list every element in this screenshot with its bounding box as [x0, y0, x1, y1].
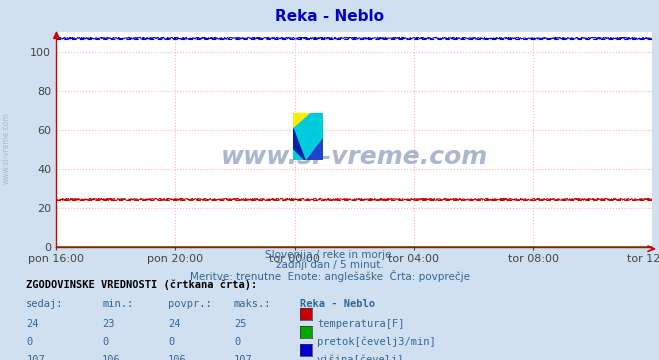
Text: 107: 107: [26, 355, 45, 360]
Text: Meritve: trenutne  Enote: anglešaške  Črta: povprečje: Meritve: trenutne Enote: anglešaške Črta…: [190, 270, 469, 282]
Text: 0: 0: [102, 337, 108, 347]
Text: Slovenija / reke in morje.: Slovenija / reke in morje.: [264, 250, 395, 260]
Text: min.:: min.:: [102, 299, 133, 309]
Text: višina[čevelj]: višina[čevelj]: [317, 355, 405, 360]
Polygon shape: [293, 129, 305, 160]
Polygon shape: [293, 113, 323, 160]
Polygon shape: [293, 113, 323, 148]
Polygon shape: [293, 113, 323, 160]
Text: sedaj:: sedaj:: [26, 299, 64, 309]
Text: 107: 107: [234, 355, 252, 360]
Text: 24: 24: [26, 319, 39, 329]
Text: Reka - Neblo: Reka - Neblo: [300, 299, 375, 309]
Text: pretok[čevelj3/min]: pretok[čevelj3/min]: [317, 337, 436, 347]
Text: 23: 23: [102, 319, 115, 329]
Text: www.si-vreme.com: www.si-vreme.com: [2, 112, 11, 184]
Text: povpr.:: povpr.:: [168, 299, 212, 309]
Text: maks.:: maks.:: [234, 299, 272, 309]
Text: 0: 0: [26, 337, 32, 347]
Text: 24: 24: [168, 319, 181, 329]
Text: zadnji dan / 5 minut.: zadnji dan / 5 minut.: [275, 260, 384, 270]
Text: 0: 0: [234, 337, 240, 347]
Text: 106: 106: [102, 355, 121, 360]
Text: 0: 0: [168, 337, 174, 347]
Text: 106: 106: [168, 355, 186, 360]
Text: www.si-vreme.com: www.si-vreme.com: [221, 145, 488, 168]
Text: 25: 25: [234, 319, 246, 329]
Text: ZGODOVINSKE VREDNOSTI (črtkana črta):: ZGODOVINSKE VREDNOSTI (črtkana črta):: [26, 279, 258, 289]
Text: Reka - Neblo: Reka - Neblo: [275, 9, 384, 24]
Text: temperatura[F]: temperatura[F]: [317, 319, 405, 329]
